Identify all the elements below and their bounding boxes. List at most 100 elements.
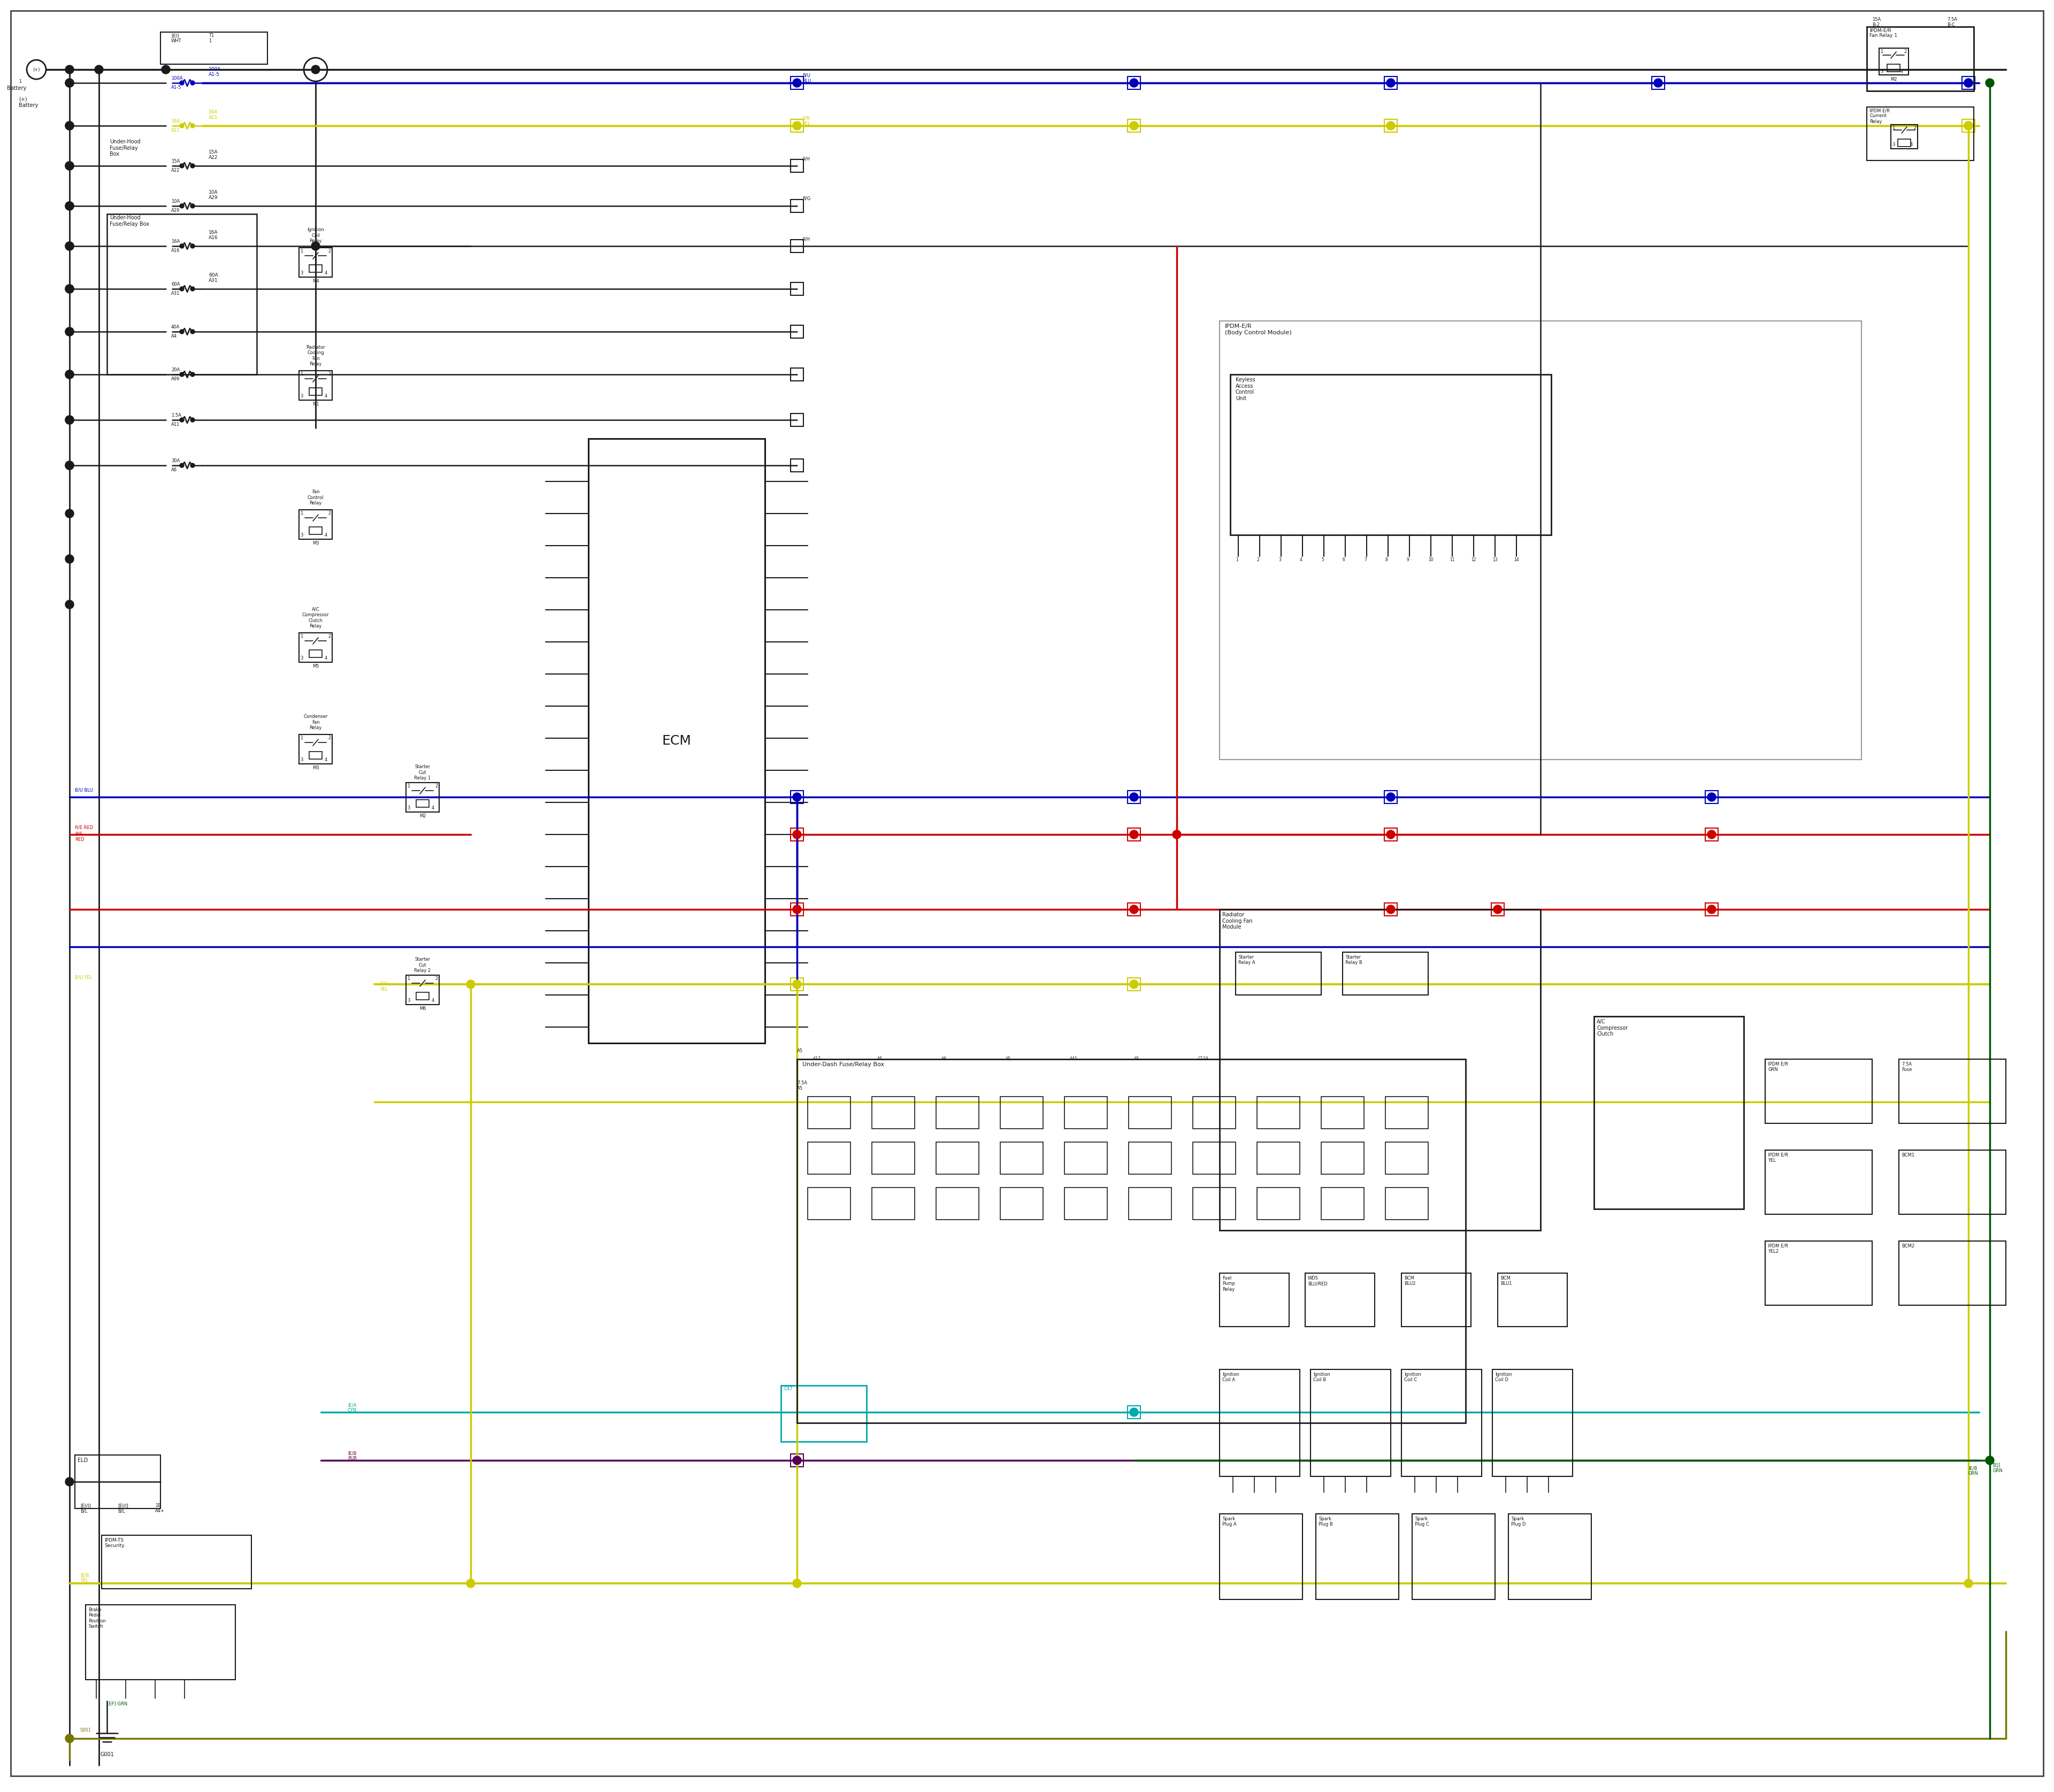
Bar [1384,1142,1428,1174]
Text: 15A
B-2: 15A B-2 [1871,18,1881,27]
Bar [871,1142,914,1174]
Circle shape [1386,79,1395,88]
Text: 14: 14 [1514,557,1518,563]
Text: 2: 2 [435,977,438,980]
Text: A/H: A/H [803,237,811,242]
Bar [807,1142,850,1174]
Text: 3: 3 [1879,70,1884,73]
Text: 3: 3 [1892,142,1894,147]
Bar [791,828,803,840]
Text: IPDM E/R
GRN: IPDM E/R GRN [1768,1063,1789,1072]
Circle shape [466,980,474,989]
Circle shape [793,1579,801,1588]
Text: Keyless
Access
Control
Unit: Keyless Access Control Unit [1237,376,1255,401]
Text: IPDM E/R
Current
Relay: IPDM E/R Current Relay [1869,108,1890,124]
Text: [EJ]
GRN: [EJ] GRN [1992,1462,2003,1473]
Text: 12: 12 [1471,557,1477,563]
Text: 3: 3 [300,758,302,762]
Text: M1: M1 [312,401,318,407]
Text: 40A: 40A [170,324,181,330]
Text: 9: 9 [1407,557,1409,563]
Text: WDS
BLU/RED: WDS BLU/RED [1308,1276,1327,1287]
Text: A5: A5 [1134,1057,1140,1061]
Bar [310,527,322,534]
Text: A22: A22 [170,168,181,172]
Circle shape [1173,830,1181,839]
Text: 100A: 100A [170,75,183,81]
Bar [807,1097,850,1129]
Bar [1384,120,1397,133]
Circle shape [181,330,185,333]
Bar [1128,828,1140,840]
Bar [86,1606,236,1679]
Circle shape [1130,905,1138,914]
Bar [1064,1097,1107,1129]
Text: 1: 1 [407,783,411,788]
Text: B/U YEL: B/U YEL [74,975,92,980]
Circle shape [191,244,195,249]
Circle shape [466,1579,474,1588]
Text: IPDM-E/R
(Body Control Module): IPDM-E/R (Body Control Module) [1224,324,1292,335]
Circle shape [1130,830,1138,839]
Text: 2: 2 [435,783,438,788]
Bar [1764,1059,1871,1124]
Bar [1064,1142,1107,1174]
Bar [1310,1369,1391,1477]
Bar [1000,1097,1043,1129]
Text: A16: A16 [170,249,181,253]
Text: 4: 4 [325,394,327,398]
Text: [EF] GRN: [EF] GRN [107,1701,127,1706]
Circle shape [66,285,74,294]
Text: Spark
Plug C: Spark Plug C [1415,1516,1430,1527]
Text: A6: A6 [170,468,177,473]
Bar [310,387,322,396]
Text: Ignition
Coil B: Ignition Coil B [1313,1373,1331,1382]
Bar [1898,140,1910,147]
Bar [791,414,803,426]
Circle shape [1130,79,1138,88]
Circle shape [793,830,801,839]
Text: 10A
A29: 10A A29 [210,190,218,201]
Circle shape [191,163,195,168]
Text: IPDM E/R
YEL: IPDM E/R YEL [1768,1152,1789,1163]
Text: Battery: Battery [6,86,27,91]
Text: 3: 3 [300,532,302,538]
Circle shape [1964,122,1972,131]
Text: Under-Hood
Fuse/Relay
Box: Under-Hood Fuse/Relay Box [109,140,140,158]
Bar [1128,903,1140,916]
Text: 1: 1 [300,371,302,376]
Bar [791,790,803,803]
Circle shape [1130,980,1138,989]
Bar [1962,120,1974,133]
Circle shape [1707,830,1715,839]
Text: 10A: 10A [170,199,181,204]
Text: BCM1: BCM1 [1902,1152,1914,1158]
Text: Starter
Cut
Relay 1: Starter Cut Relay 1 [415,765,431,781]
Bar [1193,1097,1237,1129]
Circle shape [1493,905,1501,914]
Circle shape [181,373,185,376]
Circle shape [94,65,103,73]
Bar [1321,1188,1364,1220]
Text: IE/A
CYN: IE/A CYN [347,1403,357,1412]
Text: 2: 2 [329,634,331,638]
Text: 1: 1 [1879,48,1884,54]
Text: Ignition
Coil D: Ignition Coil D [1495,1373,1512,1382]
Circle shape [793,905,801,914]
Text: 1.5A: 1.5A [170,412,181,418]
Circle shape [66,79,74,88]
Text: 1: 1 [300,735,302,740]
Text: B/U
YEL: B/U YEL [380,982,388,993]
Bar [1384,77,1397,90]
Text: C47: C47 [785,1387,793,1391]
Circle shape [1707,792,1715,801]
Bar [1384,790,1397,803]
Circle shape [181,418,185,423]
Text: A1-5: A1-5 [170,84,181,90]
Text: Radiator
Cooling Fan
Module: Radiator Cooling Fan Module [1222,912,1253,930]
Bar [1000,1188,1043,1220]
Bar [791,120,803,133]
Bar [1343,952,1428,995]
Circle shape [66,161,74,170]
Text: R/G: R/G [803,197,811,201]
